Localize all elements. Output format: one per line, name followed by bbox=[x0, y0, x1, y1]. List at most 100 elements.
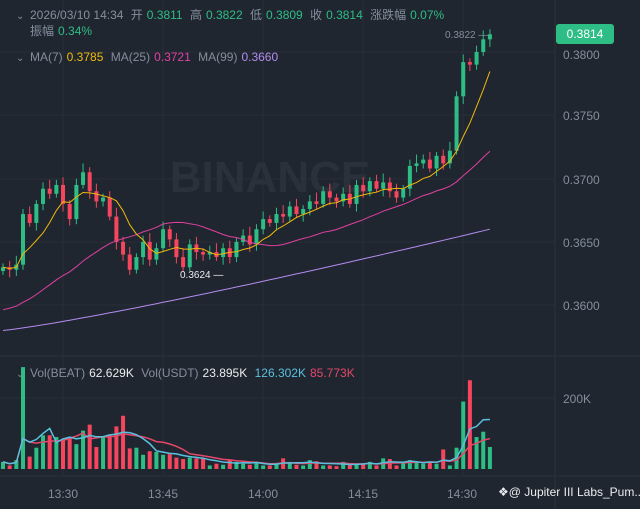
candle-body bbox=[301, 208, 306, 215]
candle-body bbox=[174, 239, 179, 258]
ma-lines bbox=[2, 71, 491, 466]
candle-body bbox=[1, 267, 5, 272]
candle-body bbox=[47, 188, 52, 194]
price-tick: 0.3650 bbox=[563, 236, 600, 250]
candle-body bbox=[307, 201, 312, 209]
candle-body bbox=[381, 182, 386, 189]
volume-bar bbox=[154, 451, 159, 469]
volume-bar bbox=[41, 435, 46, 469]
binance-logo-icon: ❖ bbox=[498, 485, 509, 499]
candle-body bbox=[361, 184, 366, 192]
amplitude-value: 0.34% bbox=[58, 24, 93, 38]
ma25-line bbox=[2, 150, 491, 311]
candle-body bbox=[321, 191, 326, 204]
volume-bar bbox=[301, 465, 306, 469]
candle-body bbox=[247, 235, 252, 245]
candle-body bbox=[207, 252, 212, 255]
candle-body bbox=[434, 155, 439, 169]
volume-bar bbox=[361, 463, 366, 469]
amplitude-legend: 振幅 0.34% bbox=[30, 24, 96, 38]
chevron-down-icon[interactable]: ⌄ bbox=[16, 53, 25, 64]
volume-bar bbox=[287, 461, 292, 469]
candle-body bbox=[27, 214, 32, 223]
volume-bar bbox=[167, 454, 172, 469]
volume-bar bbox=[387, 459, 392, 469]
vol-ma-a-value: 126.302K bbox=[254, 366, 306, 380]
chevron-down-icon[interactable]: ⌄ bbox=[16, 369, 25, 380]
volume-bar bbox=[267, 465, 272, 469]
candle-body bbox=[181, 257, 186, 268]
volume-bar bbox=[227, 460, 232, 469]
amplitude-label: 振幅 bbox=[30, 24, 55, 38]
volume-bar bbox=[127, 448, 132, 469]
volume-tick: 200K bbox=[563, 392, 592, 406]
volume-bar bbox=[307, 460, 312, 469]
price-tick: 0.3800 bbox=[563, 48, 600, 62]
volume-bar bbox=[187, 457, 192, 469]
time-tick: 13:30 bbox=[48, 487, 79, 501]
candle-body bbox=[234, 241, 239, 258]
volume-bar bbox=[81, 430, 86, 469]
volume-bar bbox=[74, 444, 79, 469]
volume-bar bbox=[354, 464, 359, 469]
volume-bar bbox=[194, 458, 199, 469]
volume-bar bbox=[474, 437, 479, 469]
volume-bar bbox=[147, 451, 152, 469]
candle-body bbox=[221, 248, 226, 258]
last-price-tag: 0.3814 bbox=[556, 24, 614, 44]
volume-bar bbox=[314, 461, 319, 469]
candle-body bbox=[87, 172, 92, 192]
volume-bar bbox=[107, 435, 112, 469]
volume-bar bbox=[467, 380, 472, 469]
candle-body bbox=[441, 155, 446, 164]
volume-bar bbox=[207, 465, 212, 469]
volume-bar bbox=[1, 461, 5, 469]
low-marker: 0.3624 — bbox=[180, 270, 224, 281]
chevron-down-icon[interactable]: ⌄ bbox=[16, 11, 25, 22]
volume-bar bbox=[27, 456, 32, 469]
high-label: 高 bbox=[189, 8, 202, 22]
candle-body bbox=[407, 165, 412, 189]
time-tick: 13:45 bbox=[148, 487, 179, 501]
candle-body bbox=[481, 39, 486, 52]
volume-bar bbox=[407, 460, 412, 469]
volume-bar bbox=[434, 463, 439, 469]
candle-body bbox=[121, 241, 126, 255]
candle-body bbox=[54, 184, 59, 194]
volume-bar bbox=[174, 457, 179, 469]
candle-body bbox=[334, 197, 339, 202]
open-value: 0.3811 bbox=[146, 8, 183, 22]
candle-body bbox=[254, 229, 259, 245]
candle-body bbox=[454, 96, 459, 151]
volume-bar bbox=[21, 367, 26, 469]
candle-body bbox=[261, 219, 266, 230]
volume-bar bbox=[14, 460, 19, 469]
volume-bar bbox=[334, 466, 339, 469]
volume-bar bbox=[274, 463, 279, 469]
time-tick: 14:00 bbox=[248, 487, 279, 501]
volume-bars bbox=[1, 367, 492, 469]
volume-bar bbox=[121, 415, 126, 469]
volume-bar bbox=[427, 461, 432, 469]
high-marker-value: 0.3822 bbox=[445, 30, 476, 41]
close-value: 0.3814 bbox=[326, 8, 363, 22]
volume-bar bbox=[7, 465, 12, 469]
volume-bar bbox=[181, 459, 186, 469]
candle-body bbox=[341, 193, 346, 202]
candle-body bbox=[61, 184, 66, 204]
volume-bar bbox=[34, 447, 39, 469]
vol-ma-a-line bbox=[2, 418, 490, 466]
volume-bar bbox=[247, 464, 252, 469]
ma99-value: 0.3660 bbox=[241, 50, 279, 64]
vol-usdt-value: 23.895K bbox=[202, 366, 248, 380]
footer-watermark: ❖@ Jupiter III Labs_Pum... bbox=[498, 485, 640, 499]
candle-body bbox=[267, 219, 272, 223]
candle-body bbox=[67, 203, 72, 220]
volume-bar bbox=[61, 439, 66, 469]
candle-body bbox=[421, 159, 426, 164]
price-tick: 0.3700 bbox=[563, 173, 600, 187]
candle-body bbox=[287, 206, 292, 217]
volume-bar bbox=[481, 431, 486, 469]
volume-bar bbox=[347, 463, 352, 469]
